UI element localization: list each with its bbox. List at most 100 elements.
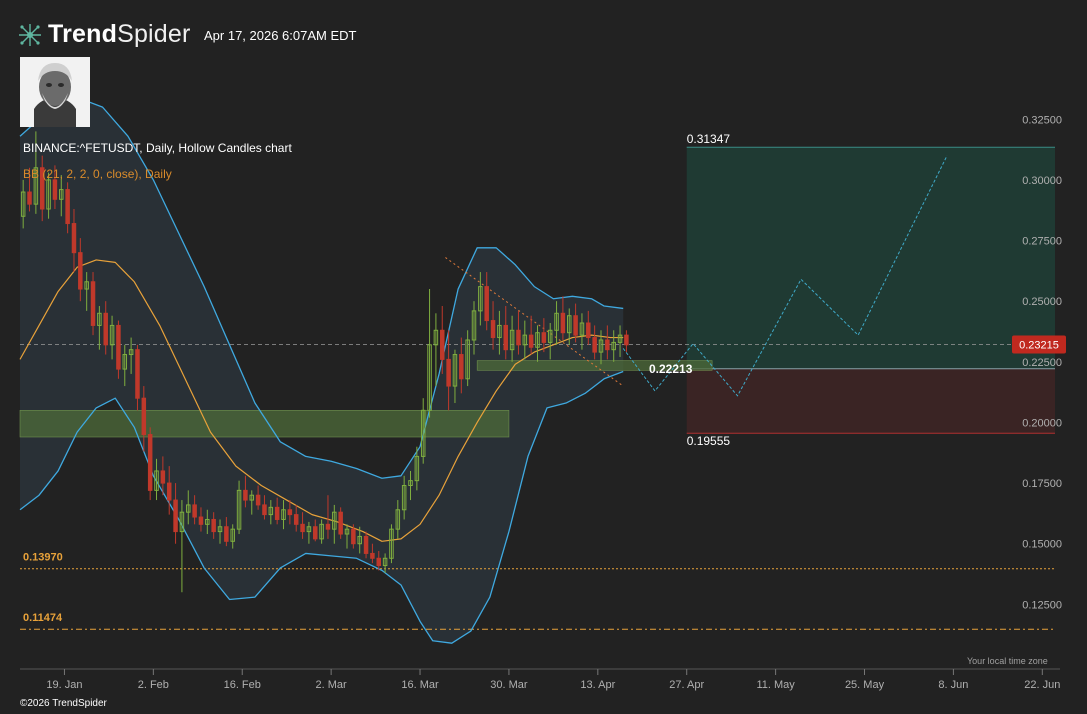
candle — [389, 524, 394, 564]
candle — [452, 349, 458, 404]
y-tick-label: 0.12500 — [1022, 599, 1062, 611]
candle — [478, 272, 483, 326]
candle — [344, 524, 350, 549]
candle — [287, 500, 293, 525]
candle-body — [560, 312, 566, 334]
candle-body — [338, 511, 343, 535]
candle-body — [586, 322, 591, 339]
candle — [116, 320, 121, 379]
candle — [363, 531, 369, 559]
x-tick-label: 30. Mar — [490, 679, 528, 691]
candle-body — [27, 191, 32, 205]
candle — [173, 483, 178, 544]
candle — [249, 490, 255, 515]
candle — [166, 466, 172, 515]
candle — [414, 446, 420, 491]
candle — [319, 519, 324, 544]
candle-body — [592, 337, 597, 353]
candle-body — [427, 344, 432, 411]
candle-body — [109, 324, 115, 346]
candle — [427, 289, 432, 418]
candle-body — [59, 189, 64, 200]
candle — [39, 155, 45, 222]
candle-body — [579, 322, 585, 336]
candle — [205, 509, 210, 535]
candle — [376, 551, 382, 571]
candle-body — [141, 397, 147, 436]
brand-name: TrendSpider — [48, 20, 191, 48]
x-tick-label: 2. Feb — [138, 679, 169, 691]
candle — [84, 272, 89, 311]
candle-body — [33, 167, 39, 205]
x-tick-label: 16. Mar — [401, 679, 439, 691]
target-label: 0.31347 — [687, 132, 731, 146]
symbol-title[interactable]: BINANCE:^FETUSDT, Daily, Hollow Candles … — [23, 141, 292, 155]
bollinger-indicator-label[interactable]: BB (21, 2, 2, 0, close), Daily — [23, 167, 172, 181]
x-tick-label: 2. Mar — [316, 679, 348, 691]
candle-body — [344, 528, 350, 535]
candle — [586, 310, 591, 345]
candle — [598, 330, 604, 365]
candle-body — [268, 506, 274, 516]
candle — [78, 238, 83, 302]
candle-body — [541, 332, 547, 343]
candle-body — [547, 329, 553, 343]
candle-body — [509, 329, 515, 351]
downtrend-line — [445, 257, 624, 387]
y-tick-label: 0.27500 — [1022, 236, 1062, 248]
candle — [192, 495, 197, 525]
candle-body — [46, 179, 51, 210]
candle — [274, 497, 280, 525]
candle — [484, 272, 489, 331]
candle — [420, 398, 426, 464]
x-tick-label: 16. Feb — [224, 679, 261, 691]
candle — [230, 524, 235, 549]
candle-body — [325, 523, 331, 530]
target-profit-box — [686, 147, 1055, 369]
candle-body — [617, 334, 623, 343]
candle-body — [433, 329, 439, 346]
candle — [313, 519, 318, 542]
candle-body — [471, 310, 477, 341]
candle-body — [503, 324, 508, 351]
current-price-badge — [1012, 335, 1066, 354]
candle-body — [516, 329, 521, 346]
y-tick-label: 0.17500 — [1022, 478, 1062, 490]
candle — [357, 526, 362, 554]
candle-body — [605, 339, 610, 351]
candle-body — [243, 489, 248, 501]
candle-body — [408, 480, 413, 487]
candle-body — [192, 504, 197, 518]
candle — [370, 543, 375, 564]
candle-body — [573, 315, 578, 336]
candle-body — [420, 409, 426, 457]
candle — [147, 427, 153, 501]
candle — [103, 301, 108, 355]
candle — [46, 172, 51, 219]
author-avatar — [20, 57, 90, 127]
candle — [179, 500, 185, 593]
candle — [33, 131, 39, 214]
candle — [306, 521, 312, 544]
candle-body — [103, 312, 108, 346]
candle-body — [39, 167, 45, 210]
candle — [611, 330, 616, 362]
candle — [522, 320, 528, 360]
candle-body — [567, 315, 572, 334]
support-zone-0 — [19, 410, 510, 438]
y-tick-label: 0.15000 — [1022, 539, 1062, 551]
candle — [300, 512, 305, 539]
y-tick-label: 0.22500 — [1022, 357, 1062, 369]
candle — [332, 504, 337, 544]
candle — [440, 306, 445, 374]
candle-body — [611, 341, 616, 351]
x-tick-label: 22. Jun — [1024, 679, 1060, 691]
candle-body — [205, 518, 210, 525]
candle-body — [395, 509, 401, 530]
candle — [90, 272, 96, 336]
entry-label: 0.22213 — [649, 362, 693, 376]
candle — [141, 386, 147, 452]
candle-body — [598, 339, 604, 353]
candle-body — [224, 526, 229, 542]
